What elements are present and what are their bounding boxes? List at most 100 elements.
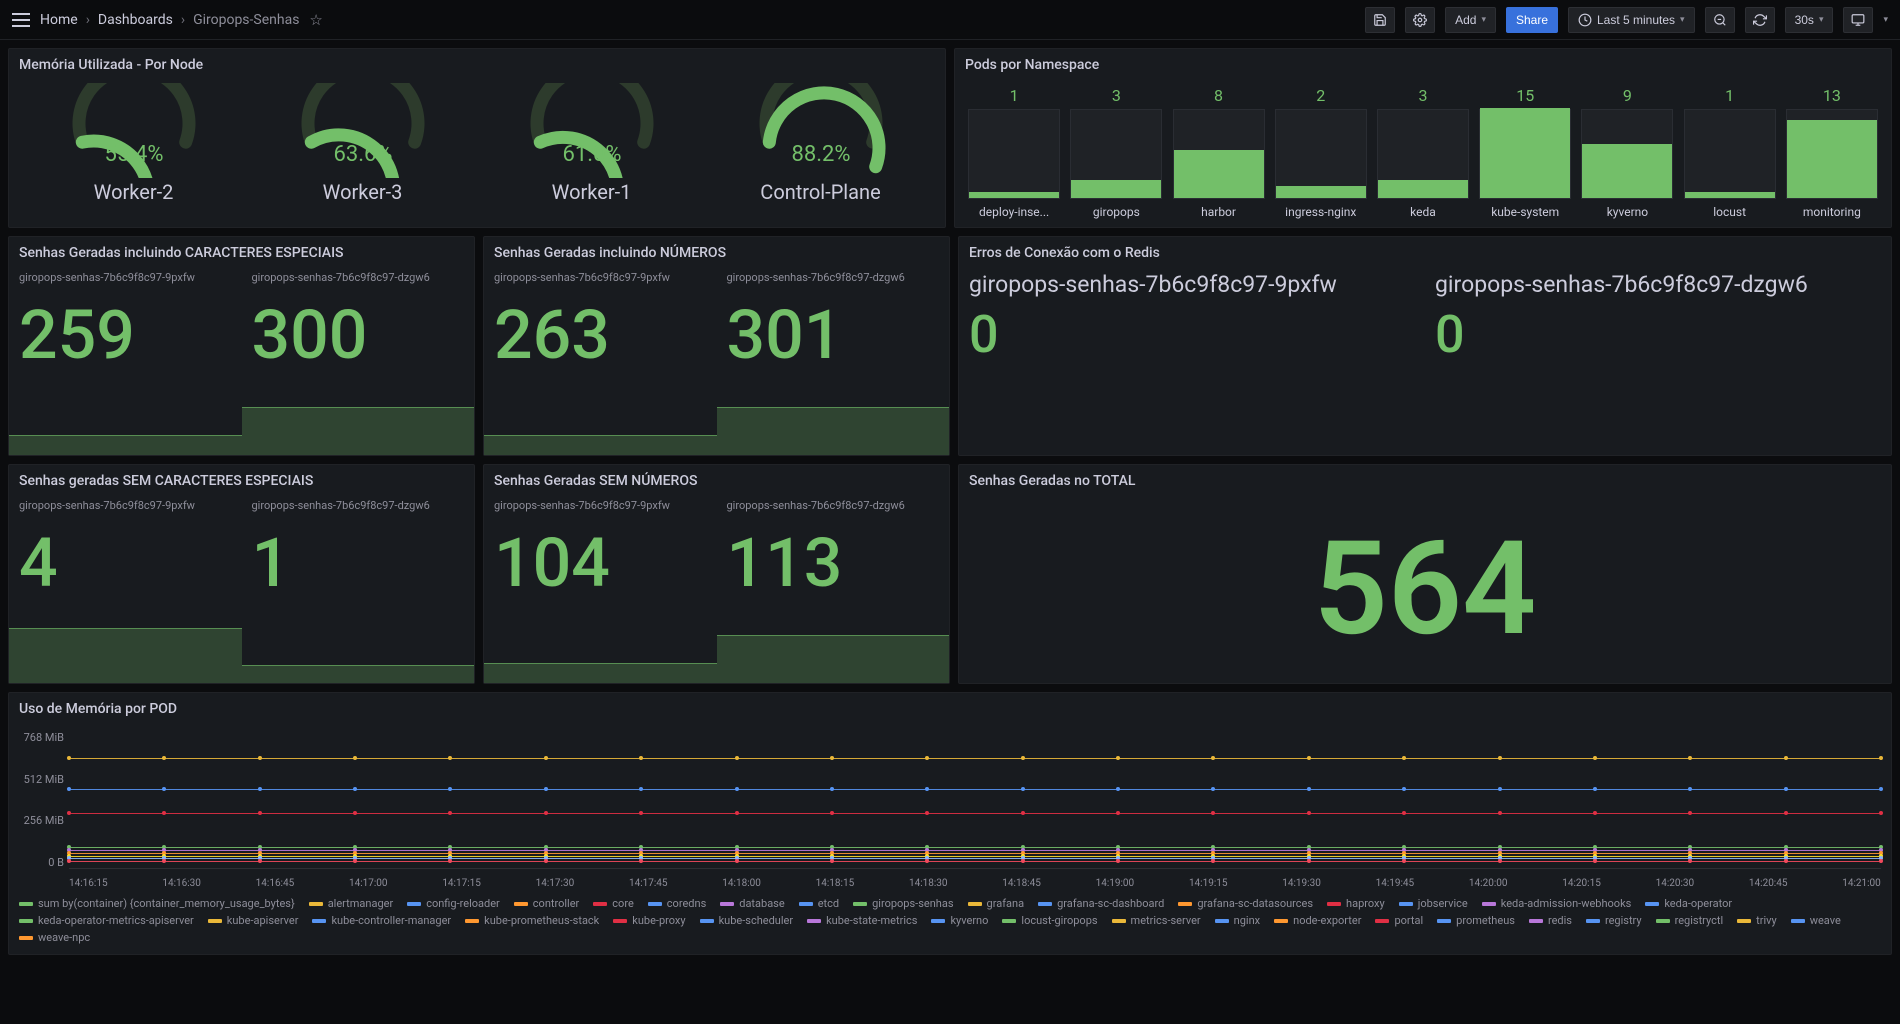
legend-item[interactable]: grafana-sc-datasources xyxy=(1178,897,1313,910)
legend-label: keda-operator xyxy=(1664,897,1732,910)
legend-item[interactable]: trivy xyxy=(1737,914,1777,927)
legend-item[interactable]: weave xyxy=(1791,914,1841,927)
legend-item[interactable]: database xyxy=(720,897,784,910)
kiosk-button[interactable] xyxy=(1843,7,1873,33)
x-tick: 14:18:30 xyxy=(909,878,948,889)
chevron-down-icon[interactable]: ▾ xyxy=(1883,15,1888,25)
refresh-interval-button[interactable]: 30s▾ xyxy=(1785,7,1834,33)
series-point xyxy=(830,756,834,760)
breadcrumb-home[interactable]: Home xyxy=(40,12,78,28)
add-button[interactable]: Add ▾ xyxy=(1445,7,1496,33)
legend-item[interactable]: portal xyxy=(1375,914,1423,927)
legend-label: kube-state-metrics xyxy=(826,914,917,927)
legend-item[interactable]: node-exporter xyxy=(1274,914,1361,927)
namespace-bar[interactable]: 9 kyverno xyxy=(1576,86,1678,219)
namespace-bar[interactable]: 3 giropops xyxy=(1065,86,1167,219)
legend-item[interactable]: redis xyxy=(1529,914,1572,927)
legend-swatch xyxy=(1327,902,1341,906)
legend-item[interactable]: registryctl xyxy=(1656,914,1724,927)
panel-title: Uso de Memória por POD xyxy=(9,693,1891,721)
legend-item[interactable]: controller xyxy=(514,897,580,910)
legend-item[interactable]: kube-apiserver xyxy=(208,914,299,927)
legend-item[interactable]: weave-npc xyxy=(19,931,90,944)
stat-value: 0 xyxy=(969,304,1415,365)
star-icon[interactable]: ☆ xyxy=(309,11,322,29)
legend-swatch xyxy=(648,902,662,906)
legend-item[interactable]: nginx xyxy=(1215,914,1260,927)
series-point xyxy=(258,756,262,760)
legend-item[interactable]: kube-scheduler xyxy=(700,914,794,927)
legend-swatch xyxy=(593,902,607,906)
legend-item[interactable]: keda-operator xyxy=(1645,897,1732,910)
series-point xyxy=(1498,787,1502,791)
stat-value: 1 xyxy=(252,529,465,597)
legend-label: kyverno xyxy=(950,914,988,927)
legend-item[interactable]: haproxy xyxy=(1327,897,1385,910)
namespace-bar[interactable]: 1 locust xyxy=(1679,86,1781,219)
legend-item[interactable]: kube-state-metrics xyxy=(807,914,917,927)
legend-item[interactable]: locust-giropops xyxy=(1002,914,1097,927)
legend-item[interactable]: keda-operator-metrics-apiserver xyxy=(19,914,194,927)
time-range-button[interactable]: Last 5 minutes▾ xyxy=(1568,7,1695,33)
legend-item[interactable]: metrics-server xyxy=(1112,914,1201,927)
legend-item[interactable]: alertmanager xyxy=(309,897,394,910)
namespace-bar[interactable]: 15 kube-system xyxy=(1474,86,1576,219)
x-tick: 14:16:15 xyxy=(69,878,108,889)
legend-label: kube-scheduler xyxy=(719,914,794,927)
legend-item[interactable]: prometheus xyxy=(1437,914,1515,927)
x-tick: 14:19:30 xyxy=(1282,878,1321,889)
save-dashboard-button[interactable] xyxy=(1365,7,1395,33)
x-tick: 14:20:45 xyxy=(1749,878,1788,889)
legend-swatch xyxy=(1215,919,1229,923)
panel-title: Pods por Namespace xyxy=(955,49,1891,77)
series-point xyxy=(448,787,452,791)
legend-item[interactable]: registry xyxy=(1586,914,1642,927)
panel-numbers: Senhas Geradas incluindo NÚMEROS giropop… xyxy=(483,236,950,456)
namespace-bar[interactable]: 1 deploy-inse... xyxy=(963,86,1065,219)
legend-item[interactable]: grafana-sc-dashboard xyxy=(1038,897,1164,910)
legend-item[interactable]: jobservice xyxy=(1399,897,1468,910)
stat-value: 259 xyxy=(19,301,232,369)
legend-item[interactable]: kube-controller-manager xyxy=(312,914,451,927)
namespace-bar[interactable]: 13 monitoring xyxy=(1781,86,1883,219)
gauge: 88.2% Control-Plane xyxy=(741,83,901,204)
legend-item[interactable]: kube-prometheus-stack xyxy=(465,914,599,927)
settings-button[interactable] xyxy=(1405,7,1435,33)
zoom-out-button[interactable] xyxy=(1705,7,1735,33)
chevron-down-icon: ▾ xyxy=(1481,14,1486,25)
namespace-bar[interactable]: 3 keda xyxy=(1372,86,1474,219)
refresh-button[interactable] xyxy=(1745,7,1775,33)
legend-item[interactable]: kube-proxy xyxy=(613,914,685,927)
series-point xyxy=(925,787,929,791)
legend-item[interactable]: kyverno xyxy=(931,914,988,927)
namespace-bar[interactable]: 2 ingress-nginx xyxy=(1270,86,1372,219)
legend-swatch xyxy=(1002,919,1016,923)
stat-sublabel: giropops-senhas-7b6c9f8c97-dzgw6 xyxy=(1435,271,1881,298)
add-label: Add xyxy=(1455,13,1476,27)
stat-value: 263 xyxy=(494,301,707,369)
y-tick: 0 B xyxy=(9,856,64,869)
legend-item[interactable]: core xyxy=(593,897,634,910)
x-tick: 14:20:00 xyxy=(1469,878,1508,889)
breadcrumb-dashboards[interactable]: Dashboards xyxy=(98,12,173,28)
x-tick: 14:19:00 xyxy=(1096,878,1135,889)
series-point xyxy=(735,859,739,863)
namespace-label: kube-system xyxy=(1491,205,1559,219)
legend-item[interactable]: etcd xyxy=(799,897,839,910)
share-button[interactable]: Share xyxy=(1506,7,1558,33)
legend-item[interactable]: grafana xyxy=(968,897,1025,910)
legend-label: portal xyxy=(1394,914,1423,927)
legend-item[interactable]: coredns xyxy=(648,897,706,910)
legend-item[interactable]: keda-admission-webhooks xyxy=(1482,897,1632,910)
panel-title: Erros de Conexão com o Redis xyxy=(959,237,1891,265)
legend-item[interactable]: giropops-senhas xyxy=(853,897,953,910)
series-point xyxy=(1879,859,1883,863)
x-tick: 14:18:15 xyxy=(816,878,855,889)
series-point xyxy=(1211,756,1215,760)
legend-item[interactable]: config-reloader xyxy=(407,897,500,910)
namespace-label: locust xyxy=(1713,205,1746,219)
series-point xyxy=(1593,756,1597,760)
legend-item[interactable]: sum by(container) {container_memory_usag… xyxy=(19,897,295,910)
namespace-bar[interactable]: 8 harbor xyxy=(1168,86,1270,219)
menu-icon[interactable] xyxy=(12,13,30,27)
